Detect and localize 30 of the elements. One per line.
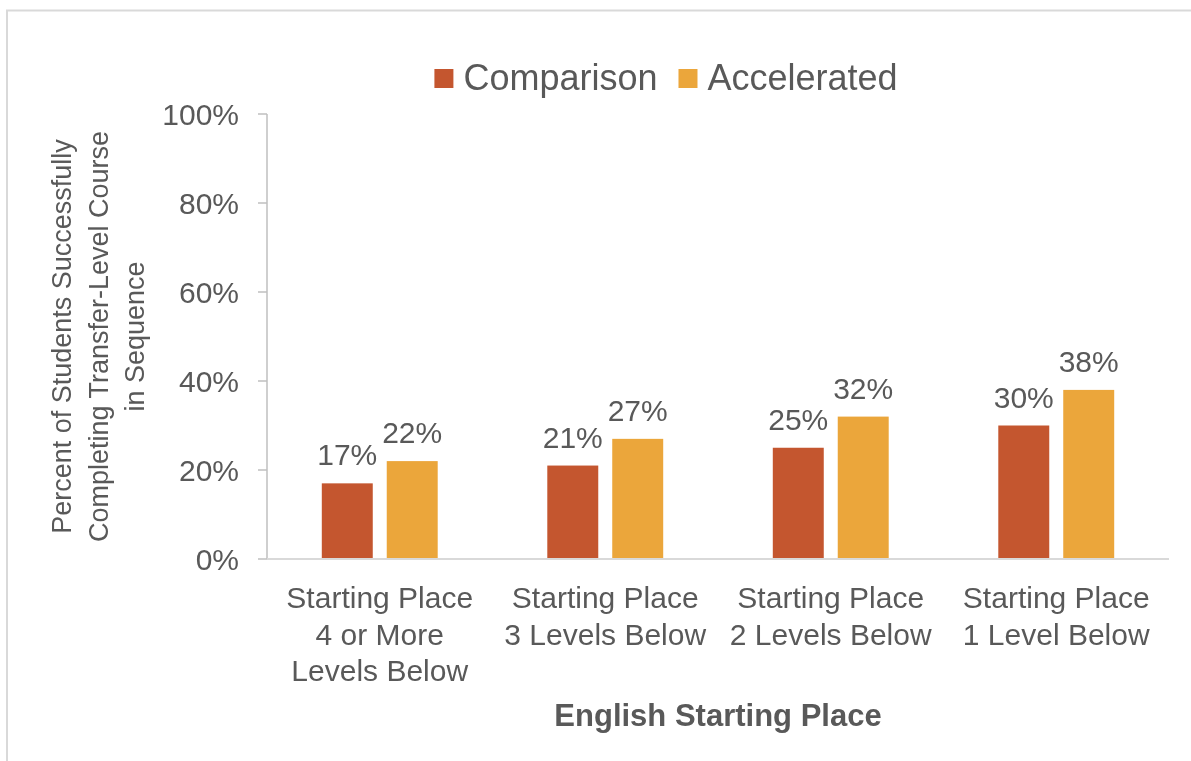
x-tick-label: Starting Place 2 Levels Below — [729, 581, 932, 651]
data-label: 22% — [382, 416, 443, 450]
data-label: 17% — [317, 438, 378, 472]
data-label: 32% — [833, 371, 894, 405]
bar — [998, 425, 1050, 559]
legend-label: Accelerated — [707, 56, 898, 98]
bar — [1063, 389, 1115, 559]
y-tick-label: 40% — [178, 364, 239, 398]
y-axis-title: Percent of Students Successfully Completing Transfer-Level Course in Sequence — [47, 130, 150, 543]
data-label: 25% — [768, 402, 829, 436]
y-tick-label: 60% — [178, 275, 239, 309]
data-label: 38% — [1058, 344, 1119, 378]
y-tick-label: 100% — [162, 97, 239, 131]
bar — [547, 465, 599, 559]
bar — [321, 483, 373, 559]
bar — [772, 447, 824, 559]
legend-label: Comparison — [463, 56, 658, 98]
x-tick-label: Starting Place 4 or More Levels Below — [286, 581, 474, 687]
data-label: 30% — [993, 380, 1054, 414]
bar — [386, 461, 438, 559]
bar — [837, 416, 889, 559]
x-tick-label: Starting Place 1 Level Below — [962, 581, 1150, 651]
data-label: 27% — [607, 393, 668, 427]
data-label: 21% — [542, 420, 603, 454]
y-tick-label: 80% — [178, 186, 239, 220]
x-axis-title: English Starting Place — [554, 698, 882, 733]
x-tick-label: Starting Place 3 Levels Below — [504, 581, 707, 651]
y-tick-label: 20% — [178, 453, 239, 487]
y-tick-label: 0% — [195, 542, 239, 576]
bar — [612, 438, 664, 559]
